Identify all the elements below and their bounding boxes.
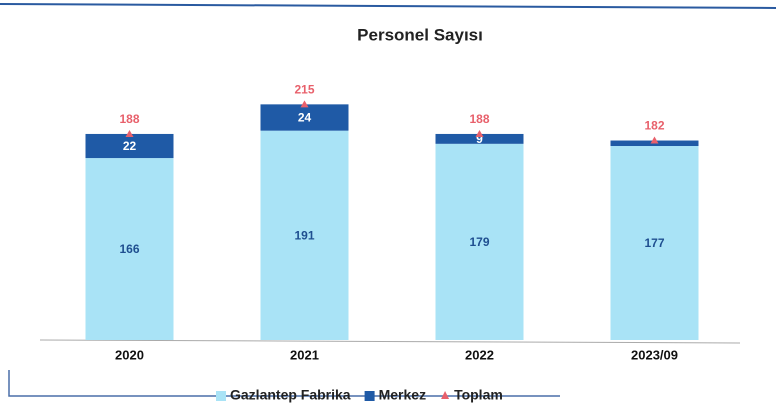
total-label: 188: [469, 112, 489, 126]
baseline: [39, 339, 741, 344]
bar-segment: [260, 130, 349, 340]
value-label: 24: [298, 111, 312, 125]
value-label: 9: [476, 132, 483, 146]
total-label: 215: [294, 83, 314, 97]
legend-swatch: [216, 391, 226, 401]
x-tick-label: 2020: [115, 347, 144, 362]
value-label: 177: [644, 236, 664, 250]
total-marker: [300, 100, 309, 108]
frame: [8, 370, 560, 397]
legend-label: Toplam: [454, 387, 503, 403]
top-rule: [0, 3, 776, 9]
x-tick-label: 2021: [290, 347, 319, 362]
bar-segment: [85, 158, 174, 340]
total-marker: [650, 136, 659, 144]
x-tick-label: 2023/09: [631, 347, 678, 362]
value-label: 179: [469, 235, 489, 249]
legend-marker: [441, 391, 450, 399]
bar-segment: [85, 133, 174, 159]
total-label: 182: [644, 119, 664, 133]
legend-label: Merkez: [379, 387, 426, 403]
total-marker: [125, 129, 134, 137]
bar-segment: [260, 104, 349, 131]
total-label: 188: [119, 112, 139, 126]
x-tick-label: 2022: [465, 347, 494, 362]
total-marker: [475, 129, 484, 137]
value-label: 22: [123, 139, 137, 153]
bar-segment: [610, 146, 699, 340]
bar-segment: [435, 133, 524, 144]
legend-label: Gazlantep Fabrika: [230, 387, 351, 403]
legend-swatch: [364, 391, 375, 401]
value-label: 191: [294, 229, 314, 243]
chart-title: Personel Sayısı: [357, 25, 483, 44]
value-label: 166: [119, 242, 139, 256]
bar-segment: [435, 143, 524, 340]
